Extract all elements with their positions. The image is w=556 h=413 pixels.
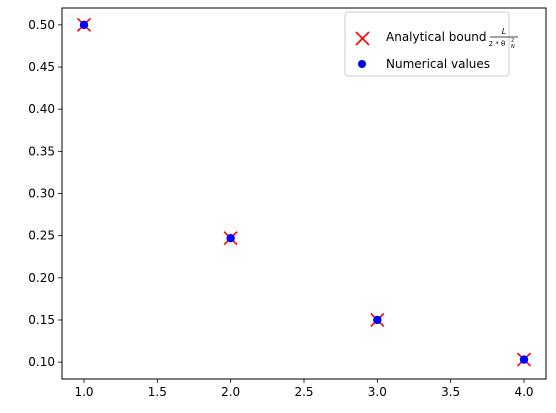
x-tick-label: 1.5	[148, 385, 167, 399]
x-tick-label: 3.0	[368, 385, 387, 399]
legend-label-numerical: Numerical values	[386, 57, 490, 71]
y-tick-label: 0.10	[28, 355, 55, 369]
x-tick-label: 2.5	[294, 385, 313, 399]
y-tick-label: 0.40	[28, 102, 55, 116]
numerical-value-point	[226, 233, 235, 243]
data-marks	[76, 17, 532, 367]
y-tick-label: 0.15	[28, 313, 55, 327]
legend-marker-analytical	[355, 31, 370, 46]
y-tick-label: 0.30	[28, 187, 55, 201]
numerical-value-point	[519, 355, 529, 364]
legend-box	[344, 11, 510, 77]
y-axis-ticks: 0.10 0.15 0.20 0.25 0.30 0.35 0.40 0.45 0.50	[28, 18, 62, 369]
x-tick-label: 1.0	[74, 385, 93, 399]
x-axis-ticks: 1.0 1.5 2.0 2.5 3.0 3.5 4.0	[74, 379, 534, 399]
y-tick-label: 0.50	[28, 18, 55, 32]
legend-formula-subscript: N	[511, 44, 515, 50]
legend-label-analytical: Analytical bound	[386, 30, 487, 44]
y-tick-label: 0.35	[28, 144, 55, 158]
legend: Analytical bound L 2 * θ 2 N Numerical v…	[344, 11, 518, 77]
y-tick-label: 0.20	[28, 271, 55, 285]
x-tick-label: 3.5	[441, 385, 460, 399]
y-tick-label: 0.25	[28, 229, 55, 243]
legend-formula-denominator: 2 * θ	[489, 40, 506, 48]
x-tick-label: 2.0	[221, 385, 240, 399]
numerical-value-point	[79, 20, 89, 30]
y-tick-label: 0.45	[28, 60, 55, 74]
legend-formula-numerator: L	[502, 27, 506, 36]
x-tick-label: 4.0	[514, 385, 533, 399]
numerical-value-point	[373, 315, 382, 325]
legend-marker-numerical	[358, 60, 366, 68]
legend-formula-superscript: 2	[511, 38, 514, 44]
